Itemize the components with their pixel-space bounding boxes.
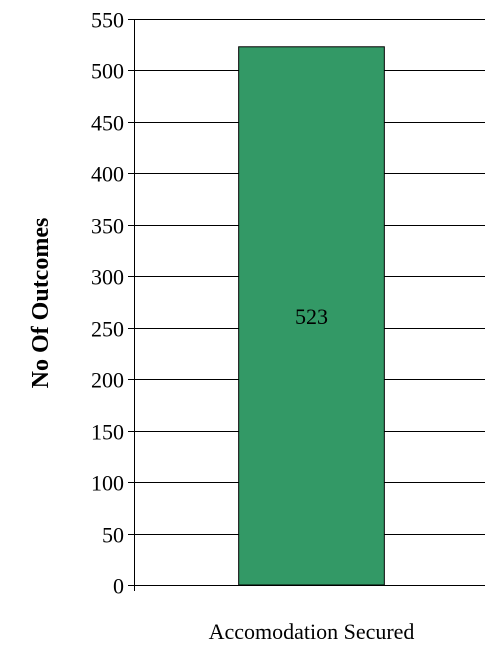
y-tick-label: 200	[91, 368, 124, 393]
y-tick-label: 350	[91, 214, 124, 239]
y-tick-label: 100	[91, 471, 124, 496]
y-tick-label: 300	[91, 265, 124, 290]
y-tick-label: 400	[91, 162, 124, 187]
data-label: 523	[295, 304, 328, 329]
bars: 523	[238, 46, 385, 586]
y-tick-label: 500	[91, 59, 124, 84]
bar	[238, 46, 385, 586]
y-tick-label: 550	[91, 8, 124, 33]
y-tick-label: 50	[102, 523, 124, 548]
y-axis-title: No Of Outcomes	[28, 218, 54, 389]
x-category-label: Accomodation Secured	[209, 619, 415, 644]
y-tick-label: 150	[91, 420, 124, 445]
x-axis-categories: Accomodation Secured	[209, 619, 415, 644]
y-tick-label: 250	[91, 317, 124, 342]
y-tick-label: 450	[91, 111, 124, 136]
y-tick-label: 0	[113, 574, 124, 599]
y-axis-ticks: 0 50 100 150 200 250 300 350 400 450 500 550	[91, 8, 134, 599]
